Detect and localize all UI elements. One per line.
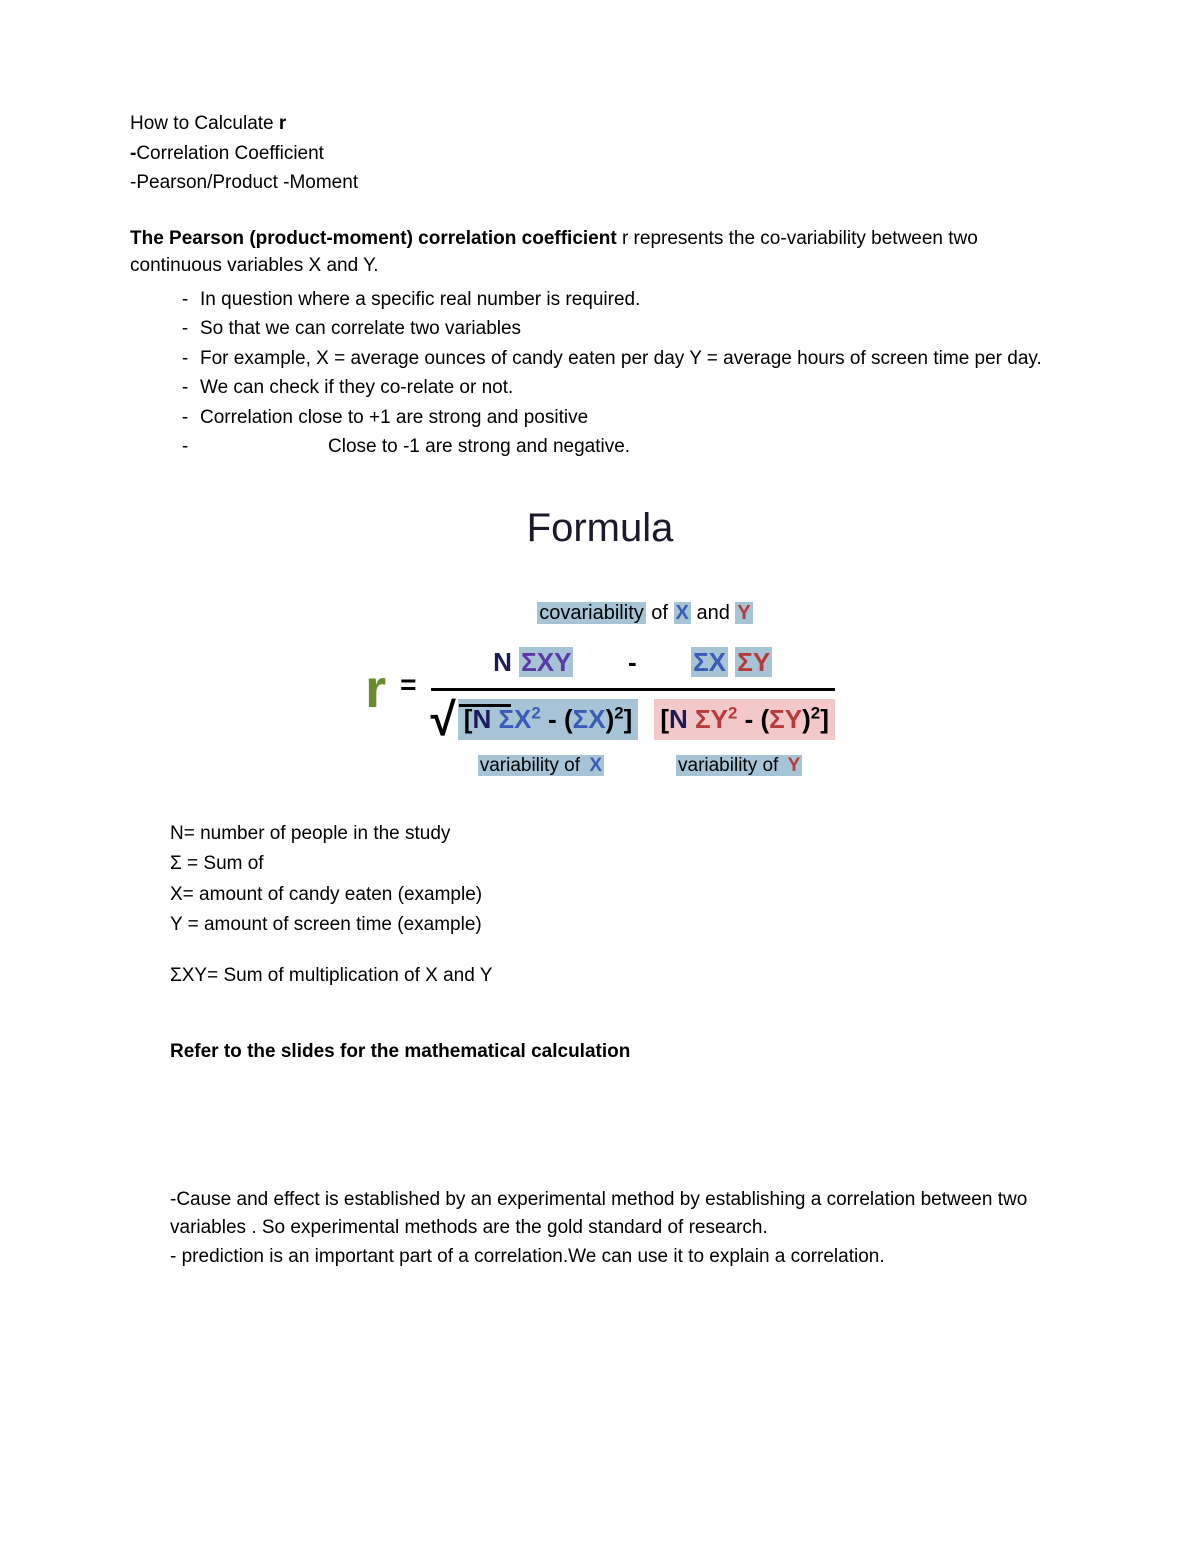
equals-sign: =	[400, 665, 416, 706]
minus: -	[628, 647, 637, 677]
formula-title: Formula	[130, 499, 1070, 557]
sqrt-bar	[459, 704, 511, 707]
sigma-y: ΣY	[735, 647, 772, 677]
variability-y: variability of Y	[676, 752, 802, 780]
bullet-item: - So that we can correlate two variables	[170, 315, 1070, 343]
subtitle-1: Correlation Coefficient	[136, 143, 324, 164]
bullet-text: In question where a specific real number…	[200, 286, 1070, 314]
denominator: √ [N ΣX2 - (ΣX)2] [N ΣY2 - (ΣY)2]	[431, 691, 835, 741]
bullet-list: - In question where a specific real numb…	[130, 286, 1070, 461]
variability-labels: variability of X variability of Y	[130, 752, 1070, 780]
bullet-dash: -	[170, 404, 200, 432]
title-line-2: -Correlation Coefficient	[130, 140, 1070, 168]
formula-main: r = N ΣXY - ΣX ΣY √ [N ΣX2 - (ΣX)2]	[130, 638, 1070, 740]
refer-slides: Refer to the slides for the mathematical…	[130, 1038, 1070, 1066]
covar-text: covariability	[537, 602, 645, 624]
covariability-label: covariability of X and Y	[130, 599, 1070, 628]
intro-paragraph: The Pearson (product-moment) correlation…	[130, 225, 1070, 280]
bullet-text: Close to -1 are strong and negative.	[200, 433, 1070, 461]
denom-y-group: [N ΣY2 - (ΣY)2]	[654, 699, 835, 741]
x-label: X	[674, 602, 691, 624]
title-line-3: -Pearson/Product -Moment	[130, 169, 1070, 197]
bullet-text: For example, X = average ounces of candy…	[200, 345, 1070, 373]
title-line-1: How to Calculate r	[130, 110, 1070, 138]
closing-p2: - prediction is an important part of a c…	[170, 1243, 1070, 1272]
bullet-text: So that we can correlate two variables	[200, 315, 1070, 343]
bullet-dash: -	[170, 374, 200, 402]
r-symbol: r	[365, 650, 386, 728]
N: N	[493, 647, 512, 677]
title-r: r	[279, 113, 286, 134]
bullet-text: We can check if they co-relate or not.	[200, 374, 1070, 402]
def-n: N= number of people in the study	[170, 820, 1070, 849]
title-prefix: How to Calculate	[130, 113, 279, 134]
def-sxy: ΣXY= Sum of multiplication of X and Y	[170, 962, 1070, 991]
def-x: X= amount of candy eaten (example)	[170, 881, 1070, 910]
bullet-dash: -	[170, 433, 200, 461]
variability-x: variability of X	[478, 752, 604, 780]
covar-of: of	[646, 602, 674, 624]
subtitle-2: -Pearson/Product -Moment	[130, 172, 358, 193]
bullet-item: - We can check if they co-relate or not.	[170, 374, 1070, 402]
bullet-text: Correlation close to +1 are strong and p…	[200, 404, 1070, 432]
bullet-item: - Correlation close to +1 are strong and…	[170, 404, 1070, 432]
bullet-dash: -	[170, 345, 200, 373]
sqrt-symbol: √	[431, 703, 456, 735]
sigma-x: ΣX	[691, 647, 728, 677]
definitions: N= number of people in the study Σ = Sum…	[130, 820, 1070, 991]
bullet-item: - Close to -1 are strong and negative.	[170, 433, 1070, 461]
bullet-dash: -	[170, 286, 200, 314]
formula-section: Formula covariability of X and Y r = N Σ…	[130, 499, 1070, 780]
def-sigma: Σ = Sum of	[170, 850, 1070, 879]
bullet-item: - For example, X = average ounces of can…	[170, 345, 1070, 373]
bullet-item: - In question where a specific real numb…	[170, 286, 1070, 314]
sigma-xy: ΣXY	[519, 647, 573, 677]
numerator: N ΣXY - ΣX ΣY	[431, 638, 835, 691]
closing-p1: -Cause and effect is established by an e…	[170, 1186, 1070, 1243]
covar-and: and	[691, 602, 735, 624]
fraction: N ΣXY - ΣX ΣY √ [N ΣX2 - (ΣX)2] [N ΣY2 -	[431, 638, 835, 740]
def-y: Y = amount of screen time (example)	[170, 911, 1070, 940]
y-label: Y	[735, 602, 752, 624]
intro-bold: The Pearson (product-moment) correlation…	[130, 228, 622, 249]
bullet-dash: -	[170, 315, 200, 343]
closing-notes: -Cause and effect is established by an e…	[130, 1186, 1070, 1272]
